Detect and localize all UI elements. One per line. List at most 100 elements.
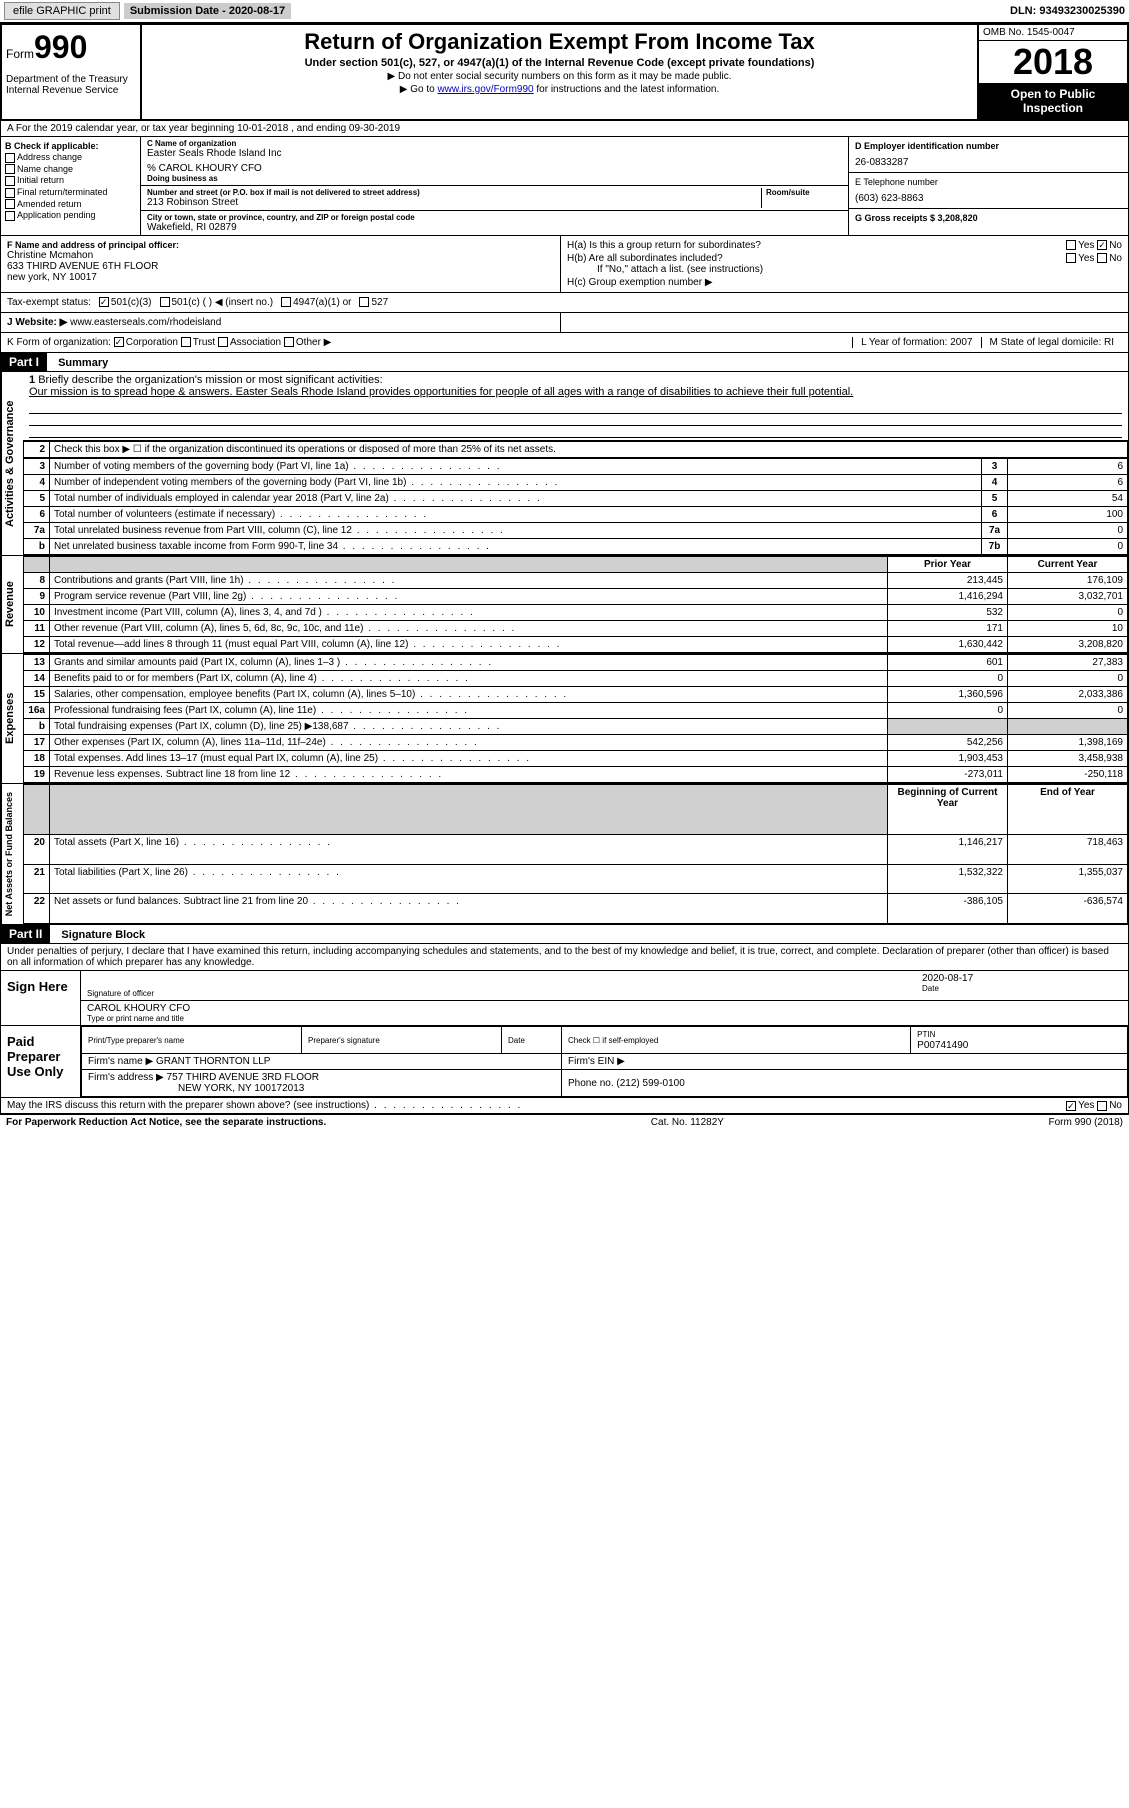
cb-application-pending[interactable]: Application pending	[5, 210, 136, 221]
line-text: Other revenue (Part VIII, column (A), li…	[50, 621, 888, 637]
cb-527[interactable]: 527	[359, 297, 388, 308]
website-value: www.easterseals.com/rhodeisland	[70, 317, 221, 328]
public-inspection-badge: Open to Public Inspection	[979, 83, 1127, 119]
officer-addr1: 633 THIRD AVENUE 6TH FLOOR	[7, 261, 554, 272]
gross-receipts: G Gross receipts $ 3,208,820	[855, 213, 1122, 223]
curr-value: 10	[1008, 621, 1128, 637]
cb-4947[interactable]: 4947(a)(1) or	[281, 297, 351, 308]
firm-addr-label: Firm's address ▶	[88, 1072, 164, 1083]
q1-text: Briefly describe the organization's miss…	[38, 374, 382, 386]
line-value: 6	[1008, 459, 1128, 475]
line-text: Program service revenue (Part VIII, line…	[50, 589, 888, 605]
line-value: 0	[1008, 523, 1128, 539]
prior-value: 1,360,596	[888, 687, 1008, 703]
line-value: 0	[1008, 539, 1128, 555]
prior-value: -273,011	[888, 767, 1008, 783]
website-label: Website: ▶	[15, 317, 67, 328]
q1-num: 1	[29, 374, 35, 386]
efile-print-button[interactable]: efile GRAPHIC print	[4, 2, 120, 20]
self-employed-label: Check ☐ if self-employed	[568, 1036, 658, 1045]
sig-date-label: Date	[922, 984, 1122, 993]
line-text: Number of independent voting members of …	[50, 475, 982, 491]
year-formation: L Year of formation: 2007	[852, 337, 980, 348]
q2-text: Check this box ▶ ☐ if the organization d…	[50, 442, 1128, 458]
form-subtitle: Under section 501(c), 527, or 4947(a)(1)…	[146, 57, 973, 69]
cb-address-change[interactable]: Address change	[5, 152, 136, 163]
k-label: K Form of organization:	[7, 337, 111, 348]
line-num: 21	[24, 864, 50, 894]
line-text: Total liabilities (Part X, line 26)	[50, 864, 888, 894]
line-value: 100	[1008, 507, 1128, 523]
line-box: 4	[982, 475, 1008, 491]
dln-number: DLN: 93493230025390	[1010, 5, 1125, 17]
discuss-text: May the IRS discuss this return with the…	[7, 1100, 369, 1111]
officer-name-title: CAROL KHOURY CFO	[87, 1003, 1122, 1014]
cb-association[interactable]: Association	[218, 337, 281, 348]
vlabel-governance: Activities & Governance	[1, 372, 23, 555]
officer-name-label: Type or print name and title	[87, 1014, 1122, 1023]
irs-link[interactable]: www.irs.gov/Form990	[437, 84, 533, 95]
prior-value: 1,146,217	[888, 835, 1008, 865]
telephone-value: (603) 623-8863	[855, 193, 1122, 204]
ein-value: 26-0833287	[855, 157, 1122, 168]
line-text: Number of voting members of the governin…	[50, 459, 982, 475]
street-address: 213 Robinson Street	[147, 197, 757, 208]
cb-name-change[interactable]: Name change	[5, 164, 136, 175]
discuss-answer: Yes No	[1066, 1100, 1122, 1111]
phone-value: (212) 599-0100	[616, 1078, 684, 1089]
vlabel-netassets: Net Assets or Fund Balances	[1, 784, 23, 924]
form-footer: Form 990 (2018)	[1049, 1117, 1123, 1128]
line-box: 7a	[982, 523, 1008, 539]
curr-value: 27,383	[1008, 655, 1128, 671]
sign-here-label: Sign Here	[1, 971, 81, 1025]
prior-value: 601	[888, 655, 1008, 671]
form-number: Form990	[6, 29, 136, 66]
tax-year: 2018	[979, 41, 1127, 83]
line-box: 5	[982, 491, 1008, 507]
officer-label: F Name and address of principal officer:	[7, 240, 554, 250]
begin-year-hdr: Beginning of Current Year	[888, 785, 1008, 835]
org-name-label: C Name of organization	[147, 139, 842, 148]
line-value: 54	[1008, 491, 1128, 507]
prep-sig-label: Preparer's signature	[308, 1036, 380, 1045]
line-text: Total revenue—add lines 8 through 11 (mu…	[50, 637, 888, 653]
line-text: Total assets (Part X, line 16)	[50, 835, 888, 865]
department-label: Department of the Treasury Internal Reve…	[6, 74, 136, 96]
prior-value: 0	[888, 671, 1008, 687]
perjury-text: Under penalties of perjury, I declare th…	[0, 944, 1129, 971]
line-num: 13	[24, 655, 50, 671]
line-num: 7a	[24, 523, 50, 539]
mission-text: Our mission is to spread hope & answers.…	[29, 386, 853, 398]
cb-other[interactable]: Other ▶	[284, 337, 331, 348]
hb-label: H(b) Are all subordinates included?	[567, 253, 723, 264]
ha-answer: Yes No	[1066, 240, 1122, 251]
cb-initial-return[interactable]: Initial return	[5, 175, 136, 186]
cb-corporation[interactable]: Corporation	[114, 337, 178, 348]
line-value: 6	[1008, 475, 1128, 491]
prior-value	[888, 719, 1008, 735]
prior-value: 0	[888, 703, 1008, 719]
line-text: Salaries, other compensation, employee b…	[50, 687, 888, 703]
vlabel-revenue: Revenue	[1, 556, 23, 653]
cb-501c3[interactable]: 501(c)(3)	[99, 297, 152, 308]
telephone-label: E Telephone number	[855, 177, 1122, 187]
line-text: Total number of individuals employed in …	[50, 491, 982, 507]
omb-number: OMB No. 1545-0047	[979, 25, 1127, 41]
cb-trust[interactable]: Trust	[181, 337, 215, 348]
line-num: 19	[24, 767, 50, 783]
cb-amended-return[interactable]: Amended return	[5, 199, 136, 210]
line-num: 15	[24, 687, 50, 703]
phone-label: Phone no.	[568, 1078, 614, 1089]
line-text: Benefits paid to or for members (Part IX…	[50, 671, 888, 687]
catalog-number: Cat. No. 11282Y	[651, 1117, 724, 1128]
cb-501c[interactable]: 501(c) ( ) ◀ (insert no.)	[160, 297, 274, 308]
cb-final-return[interactable]: Final return/terminated	[5, 187, 136, 198]
prior-value: -386,105	[888, 894, 1008, 924]
ein-label: D Employer identification number	[855, 141, 1122, 151]
paperwork-notice: For Paperwork Reduction Act Notice, see …	[6, 1117, 326, 1128]
curr-value: 1,398,169	[1008, 735, 1128, 751]
prior-value: 532	[888, 605, 1008, 621]
prior-value: 1,532,322	[888, 864, 1008, 894]
line-num: 10	[24, 605, 50, 621]
prep-name-label: Print/Type preparer's name	[88, 1036, 184, 1045]
